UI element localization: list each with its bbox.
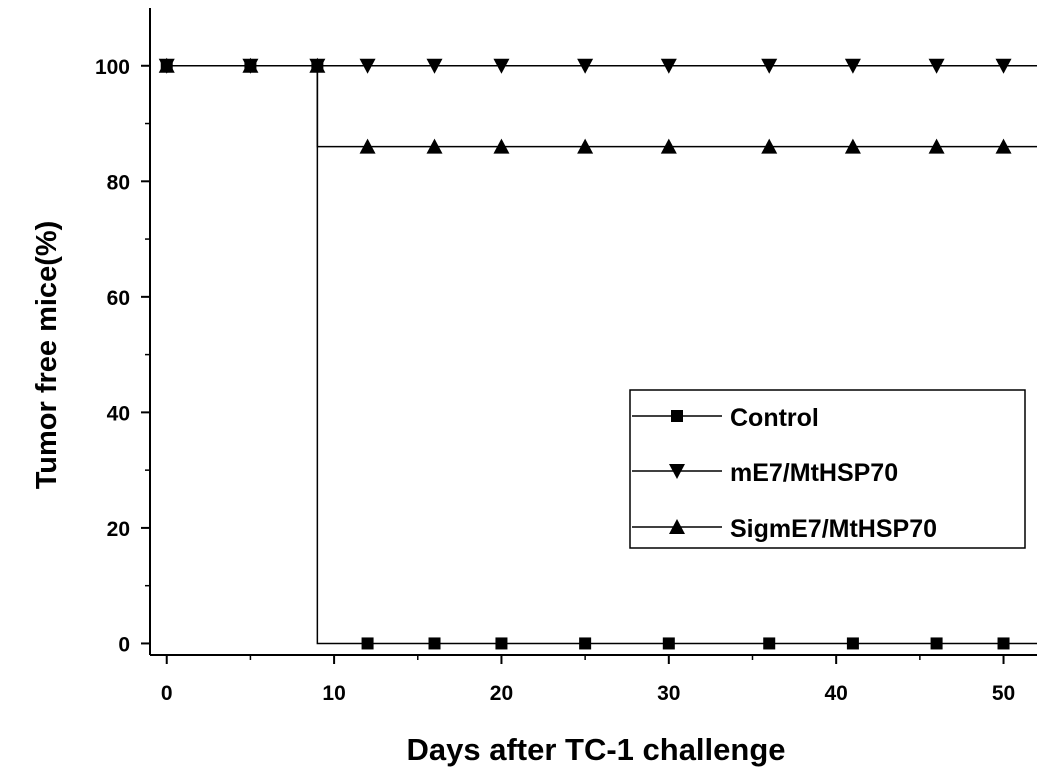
- y-tick-label: 20: [107, 518, 130, 541]
- data-point: [995, 58, 1012, 74]
- data-point: [660, 58, 677, 74]
- data-point: [997, 637, 1010, 650]
- x-tick-label: 0: [161, 682, 173, 705]
- data-point: [660, 138, 677, 154]
- data-point: [995, 138, 1012, 154]
- series-lines: [166, 65, 1037, 645]
- data-point: [928, 138, 945, 154]
- axes: [149, 8, 1037, 656]
- series-line: [166, 65, 1037, 148]
- data-point: [846, 637, 859, 650]
- data-point: [493, 138, 510, 154]
- x-tick-label: 40: [824, 682, 847, 705]
- data-point: [761, 138, 778, 154]
- data-point: [579, 637, 592, 650]
- data-point: [763, 637, 776, 650]
- y-tick-label: 40: [107, 402, 130, 425]
- x-tick-label: 30: [657, 682, 680, 705]
- data-point: [495, 637, 508, 650]
- data-point: [361, 637, 374, 650]
- x-tick-label: 10: [322, 682, 345, 705]
- data-point: [359, 58, 376, 74]
- series-line: [166, 65, 1037, 645]
- legend-marker: [669, 464, 685, 479]
- data-point: [493, 58, 510, 74]
- x-axis-title: Days after TC-1 challenge: [406, 732, 785, 767]
- data-point: [577, 138, 594, 154]
- series-markers: [158, 57, 1012, 650]
- data-point: [242, 57, 259, 73]
- legend-marker: [669, 519, 685, 534]
- data-point: [158, 57, 175, 73]
- data-point: [577, 58, 594, 74]
- data-point: [359, 138, 376, 154]
- legend-marker: [671, 410, 683, 422]
- y-tick-label: 60: [107, 287, 130, 310]
- data-point: [928, 58, 945, 74]
- data-point: [761, 58, 778, 74]
- data-point: [662, 637, 675, 650]
- x-tick-label: 50: [992, 682, 1015, 705]
- data-point: [844, 138, 861, 154]
- data-point: [426, 58, 443, 74]
- y-tick-label: 0: [118, 633, 130, 656]
- data-point: [428, 637, 441, 650]
- x-tick-label: 20: [490, 682, 513, 705]
- data-point: [309, 57, 326, 73]
- y-tick-label: 80: [107, 171, 130, 194]
- y-axis-title: Tumor free mice(%): [31, 221, 63, 490]
- y-ticks: 0 20 40 60 80 100: [95, 56, 150, 656]
- x-ticks: 0 10 20 30 40 50: [161, 655, 1015, 705]
- legend-label: SigmE7/MtHSP70: [730, 515, 937, 543]
- legend: Control mE7/MtHSP70 SigmE7/MtHSP70: [629, 389, 1026, 549]
- data-point: [844, 58, 861, 74]
- legend-label: Control: [730, 404, 819, 432]
- data-point: [930, 637, 943, 650]
- data-point: [426, 138, 443, 154]
- legend-label: mE7/MtHSP70: [730, 459, 898, 487]
- y-tick-label: 100: [95, 56, 130, 79]
